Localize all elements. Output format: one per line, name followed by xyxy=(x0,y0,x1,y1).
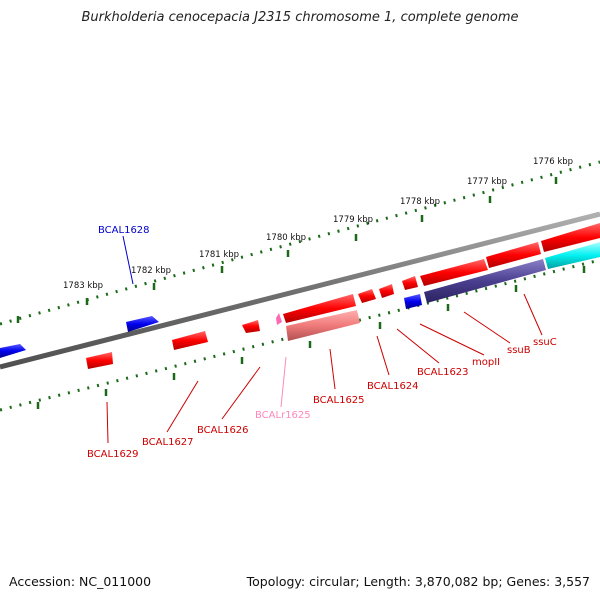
label-bcal1628[interactable]: BCAL1628 xyxy=(98,225,150,236)
gene-mopii-feature[interactable] xyxy=(420,259,488,286)
gene-blue-left-feature[interactable] xyxy=(0,344,26,358)
gene-blue-small-feature[interactable] xyxy=(404,294,422,309)
outer-scale-track xyxy=(0,160,600,326)
label-bcal1627[interactable]: BCAL1627 xyxy=(142,437,194,448)
label-bcalr1625[interactable]: BCALr1625 xyxy=(255,410,311,421)
gene-bcal1625-feature[interactable] xyxy=(283,294,356,323)
gene-bcal1623-feature[interactable] xyxy=(402,276,418,290)
scale-label-1783: 1783 kbp xyxy=(63,281,103,291)
gene-bcalr1625-feature[interactable] xyxy=(276,313,282,325)
gene-bcal1625-rna-feature[interactable] xyxy=(286,310,360,341)
label-bcal1624[interactable]: BCAL1624 xyxy=(367,381,419,392)
gene-bcal1624b-feature[interactable] xyxy=(379,284,394,298)
label-bcal1623[interactable]: BCAL1623 xyxy=(417,367,469,378)
scale-label-1782: 1782 kbp xyxy=(131,266,171,276)
label-bcal1629[interactable]: BCAL1629 xyxy=(87,449,139,460)
label-ssub[interactable]: ssuB xyxy=(507,345,531,356)
scale-labels: 1776 kbp 1777 kbp 1778 kbp 1779 kbp 1780… xyxy=(63,157,573,291)
accession-text: Accession: NC_011000 xyxy=(9,574,152,589)
scale-label-1778: 1778 kbp xyxy=(400,197,440,207)
gene-bcal1628-feature[interactable] xyxy=(126,316,159,332)
gene-ssub-feature[interactable] xyxy=(486,242,541,268)
gene-bcal1629-feature[interactable] xyxy=(86,352,113,369)
inner-scale-track xyxy=(0,258,600,412)
topology-text: Topology: circular; Length: 3,870,082 bp… xyxy=(246,574,590,589)
gene-labels: BCAL1628 BCAL1629 BCAL1627 BCAL1626 BCAL… xyxy=(87,225,557,460)
label-bcal1626[interactable]: BCAL1626 xyxy=(197,425,249,436)
map-title: Burkholderia cenocepacia J2315 chromosom… xyxy=(81,10,519,25)
gene-ssuc-feature[interactable] xyxy=(541,223,600,252)
label-ssuc[interactable]: ssuC xyxy=(533,337,557,348)
gene-bcal1624-feature[interactable] xyxy=(358,289,376,303)
gene-bcal1627-feature[interactable] xyxy=(172,331,208,350)
scale-label-1780: 1780 kbp xyxy=(266,233,306,243)
outer-major-ticks xyxy=(16,177,558,323)
scale-label-1779: 1779 kbp xyxy=(333,215,373,225)
inner-major-ticks xyxy=(36,266,586,409)
label-mopii[interactable]: mopII xyxy=(472,357,500,368)
label-bcal1625[interactable]: BCAL1625 xyxy=(313,395,365,406)
leader-lines xyxy=(106,235,543,444)
gene-cyan-feature[interactable] xyxy=(545,242,600,269)
chromosome-backbone xyxy=(0,211,600,370)
gene-navy-feature[interactable] xyxy=(424,259,546,303)
scale-label-1776: 1776 kbp xyxy=(533,157,573,167)
scale-label-1777: 1777 kbp xyxy=(467,177,507,187)
scale-label-1781: 1781 kbp xyxy=(199,250,239,260)
gene-bcal1626-feature[interactable] xyxy=(242,320,260,333)
